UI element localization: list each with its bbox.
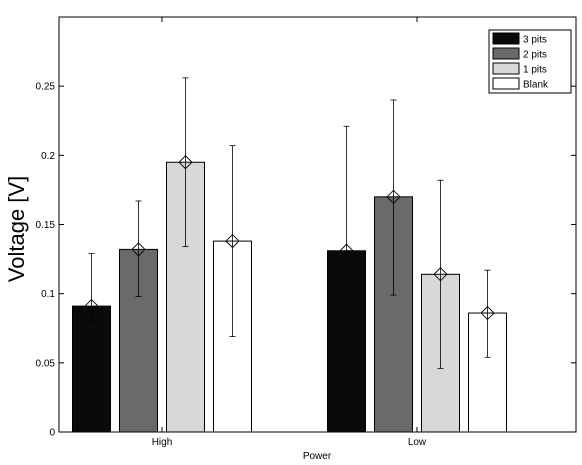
x-tick-label: High: [152, 437, 173, 448]
mean-marker: [339, 243, 354, 258]
legend-label: 1 pits: [523, 65, 547, 76]
x-tick-label: Low: [408, 437, 427, 448]
y-tick-label: 0.2: [41, 151, 55, 162]
mean-marker: [84, 298, 99, 314]
legend: 3 pits 2 pits 1 pits Blank: [488, 29, 572, 94]
y-axis: 0 0.05 0.1 0.15 0.2 0.25: [36, 82, 576, 439]
mean-marker: [225, 233, 240, 249]
y-axis-label: Voltage [V]: [4, 176, 29, 282]
bar: [374, 196, 413, 433]
legend-label: 2 pits: [523, 50, 547, 61]
mean-marker: [178, 155, 193, 170]
legend-label: Blank: [523, 80, 549, 91]
mean-marker: [131, 242, 146, 257]
bars-layer: [72, 77, 507, 433]
legend-swatch: [492, 77, 520, 90]
mean-marker: [480, 305, 495, 321]
mean-marker: [386, 189, 401, 204]
bar: [327, 250, 366, 433]
legend-label: 3 pits: [523, 35, 547, 46]
legend-swatch: [492, 32, 520, 45]
x-axis-label: Power: [303, 451, 332, 462]
legend-swatch: [492, 62, 520, 75]
bar: [72, 305, 111, 433]
y-tick-label: 0.25: [36, 82, 56, 93]
mean-marker: [433, 267, 448, 282]
x-axis: High Low: [152, 17, 427, 448]
y-tick-label: 0.05: [36, 358, 56, 369]
legend-swatch: [492, 47, 520, 60]
y-tick-label: 0.1: [41, 289, 55, 300]
y-tick-label: 0.15: [36, 220, 56, 231]
y-tick-label: 0: [49, 428, 55, 439]
